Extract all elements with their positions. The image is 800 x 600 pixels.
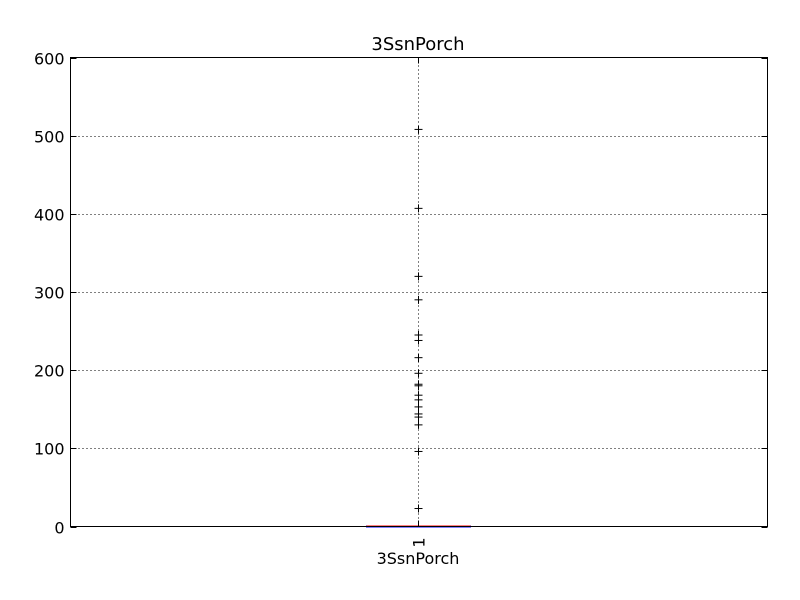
y-axis-ticks: 0 100 200 300 400 500 600 bbox=[34, 50, 768, 538]
outlier-point bbox=[414, 204, 423, 213]
outlier-point bbox=[414, 330, 423, 339]
outlier-point bbox=[414, 402, 423, 411]
y-tick-label: 400 bbox=[34, 206, 65, 225]
y-tick-label: 100 bbox=[34, 440, 65, 459]
x-axis-label: 3SsnPorch bbox=[377, 549, 460, 568]
y-tick-label: 600 bbox=[34, 50, 65, 69]
y-tick-label: 0 bbox=[54, 519, 64, 538]
y-tick-label: 200 bbox=[34, 362, 65, 381]
y-tick-label: 500 bbox=[34, 128, 65, 147]
outliers bbox=[414, 125, 423, 513]
outlier-point bbox=[414, 504, 423, 513]
outlier-point bbox=[414, 353, 423, 362]
chart-title: 3SsnPorch bbox=[371, 34, 464, 55]
outlier-point bbox=[414, 380, 423, 389]
outlier-point bbox=[414, 447, 423, 456]
outlier-point bbox=[414, 420, 423, 429]
x-axis-ticks: 1 bbox=[410, 57, 429, 548]
y-tick-label: 300 bbox=[34, 284, 65, 303]
outlier-point bbox=[414, 272, 423, 281]
x-tick-label: 1 bbox=[410, 537, 429, 547]
outlier-point bbox=[414, 391, 423, 400]
outlier-point bbox=[414, 295, 423, 304]
outlier-point bbox=[414, 125, 423, 134]
outlier-point bbox=[414, 409, 423, 418]
grid-lines bbox=[70, 57, 768, 527]
outlier-point bbox=[414, 369, 423, 378]
